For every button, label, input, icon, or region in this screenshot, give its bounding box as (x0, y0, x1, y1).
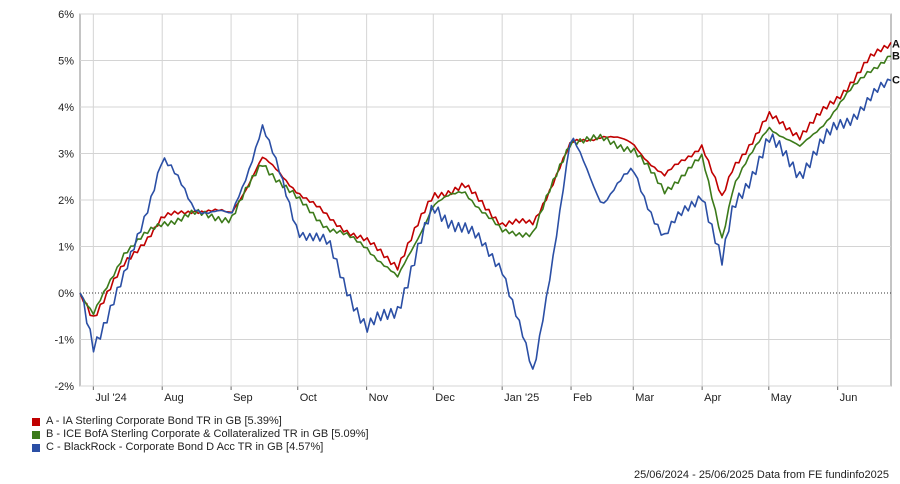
y-tick-label: 2% (58, 195, 74, 207)
x-tick-label: Mar (635, 392, 654, 404)
y-tick-label: -2% (54, 381, 74, 393)
x-tick-label: Feb (573, 392, 592, 404)
x-tick-label: May (771, 392, 792, 404)
x-tick-label: Jul '24 (95, 392, 126, 404)
x-tick-label: Nov (369, 392, 389, 404)
x-tick-label: Jun (840, 392, 858, 404)
horizontal-gridlines (80, 13, 891, 387)
y-tick-label: 0% (58, 288, 74, 300)
y-tick-label: -1% (54, 335, 74, 347)
legend-item-b: B - ICE BofA Sterling Corporate & Collat… (32, 428, 369, 441)
chart-canvas: -2% -1% 0% 1% 2% 3% 4% 5% 6% Jul '24 Aug Sep Oct Nov… (54, 9, 900, 404)
legend-item-a: A - IA Sterling Corporate Bond TR in GB … (32, 415, 369, 428)
x-tick-label: Sep (233, 392, 253, 404)
legend-swatch-a (32, 417, 40, 426)
legend-label-b: B - ICE BofA Sterling Corporate & Collat… (46, 428, 369, 440)
y-tick-label: 5% (58, 56, 74, 68)
y-tick-label: 4% (58, 102, 74, 114)
y-tick-label: 3% (58, 149, 74, 161)
series-line-c (79, 78, 892, 370)
series-line-a (79, 41, 892, 317)
y-tick-label: 6% (58, 9, 74, 21)
x-axis-tick-labels: Jul '24 Aug Sep Oct Nov Dec Jan '25 Feb Mar Apr Ma… (95, 392, 857, 404)
legend: A - IA Sterling Corporate Bond TR in GB … (32, 415, 369, 454)
series-lines (79, 41, 892, 370)
legend-swatch-c (32, 443, 40, 452)
series-line-b (79, 55, 892, 316)
series-end-labels: ABC (892, 38, 900, 86)
end-label-b: B (892, 50, 900, 62)
legend-label-c: C - BlackRock - Corporate Bond D Acc TR … (46, 441, 324, 453)
x-tick-label: Oct (300, 392, 317, 404)
legend-label-a: A - IA Sterling Corporate Bond TR in GB … (46, 415, 282, 427)
x-tick-label: Dec (435, 392, 455, 404)
data-source-footer: 25/06/2024 - 25/06/2025 Data from FE fun… (633, 469, 889, 481)
vertical-gridlines (92, 14, 839, 390)
end-label-a: A (892, 38, 900, 50)
y-tick-label: 1% (58, 242, 74, 254)
end-label-c: C (892, 74, 900, 86)
legend-item-c: C - BlackRock - Corporate Bond D Acc TR … (32, 441, 369, 454)
x-tick-label: Aug (164, 392, 184, 404)
legend-swatch-b (32, 430, 40, 439)
y-axis-tick-labels: -2% -1% 0% 1% 2% 3% 4% 5% 6% (54, 9, 74, 393)
x-tick-label: Jan '25 (504, 392, 539, 404)
x-tick-label: Apr (704, 392, 721, 404)
